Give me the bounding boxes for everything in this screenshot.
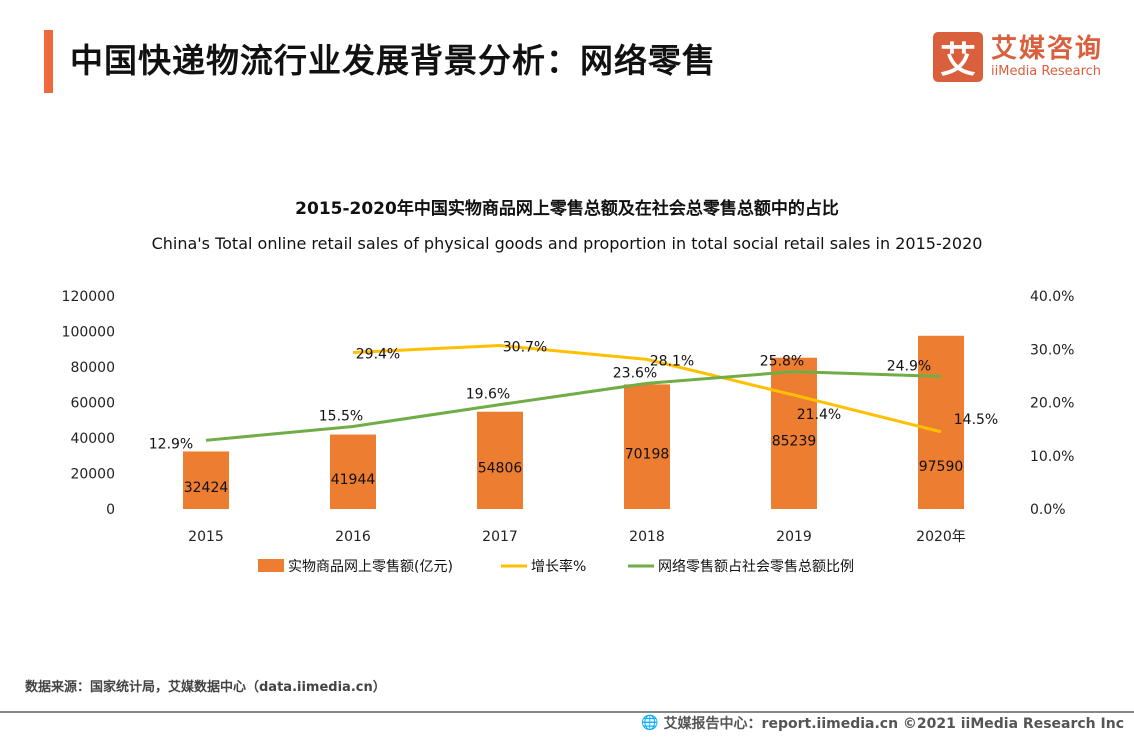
right-axis-tick: 40.0% xyxy=(1030,289,1074,305)
left-axis-tick: 0 xyxy=(106,502,115,518)
bar-data-label: 70198 xyxy=(625,447,670,463)
right-axis-tick: 10.0% xyxy=(1030,449,1074,465)
page-title: 中国快递物流行业发展背景分析：网络零售 xyxy=(70,41,716,80)
share-line xyxy=(205,370,942,442)
footer-divider xyxy=(0,711,1134,713)
copyright: 艾媒报告中心：report.iimedia.cn ©2021 iiMedia R… xyxy=(663,716,1124,732)
bar xyxy=(918,335,964,509)
chart-title: 2015-2020年中国实物商品网上零售总额及在社会总零售总额中的占比 xyxy=(295,198,839,219)
x-axis-tick: 2017 xyxy=(482,529,518,545)
logo-cn: 艾媒咨询 xyxy=(991,34,1104,64)
legend-label: 网络零售额占社会零售总额比例 xyxy=(658,559,854,575)
bar-data-label: 85239 xyxy=(772,433,817,449)
footer: 🌐 艾媒报告中心：report.iimedia.cn ©2021 iiMedia … xyxy=(641,713,1124,733)
line-data-label: 29.4% xyxy=(356,346,400,362)
bar-data-label: 32424 xyxy=(184,480,229,496)
left-axis-tick: 60000 xyxy=(70,396,115,412)
line-data-label: 25.8% xyxy=(760,354,804,370)
bar xyxy=(624,384,670,509)
right-axis-tick: 0.0% xyxy=(1030,502,1066,518)
right-axis-tick: 30.0% xyxy=(1030,342,1074,358)
chart-subtitle: China's Total online retail sales of phy… xyxy=(152,234,983,253)
x-axis-tick: 2016 xyxy=(335,529,371,545)
line-data-label: 28.1% xyxy=(650,353,694,369)
line-data-label: 21.4% xyxy=(797,407,841,423)
legend-swatch xyxy=(258,559,284,572)
logo-mark: 艾 xyxy=(933,32,983,82)
title-accent-bar xyxy=(44,30,53,93)
left-axis-tick: 120000 xyxy=(62,289,115,305)
growth-rate-line xyxy=(352,344,942,434)
x-axis-tick: 2015 xyxy=(188,529,224,545)
line-data-label: 19.6% xyxy=(466,387,510,403)
bar-data-label: 97590 xyxy=(919,459,964,475)
bar xyxy=(477,411,523,509)
globe-icon: 🌐 xyxy=(641,715,659,731)
line-data-label: 14.5% xyxy=(954,412,998,428)
line-data-label: 23.6% xyxy=(613,365,657,381)
bar xyxy=(183,451,229,509)
bar-data-label: 54806 xyxy=(478,460,523,476)
left-axis-tick: 100000 xyxy=(62,325,115,341)
line-data-label: 12.9% xyxy=(149,436,193,452)
right-axis-tick: 20.0% xyxy=(1030,396,1074,412)
line-data-label: 30.7% xyxy=(503,340,547,356)
line-data-label: 24.9% xyxy=(887,358,931,374)
x-axis-tick: 2019 xyxy=(776,529,812,545)
legend-label: 实物商品网上零售额(亿元) xyxy=(288,559,453,575)
left-axis-tick: 40000 xyxy=(70,431,115,447)
logo-en: iiMedia Research xyxy=(991,64,1102,79)
bar xyxy=(771,357,817,509)
x-axis-tick: 2018 xyxy=(629,529,665,545)
line-data-label: 15.5% xyxy=(319,408,363,424)
left-axis-tick: 20000 xyxy=(70,467,115,483)
bar-data-label: 41944 xyxy=(331,472,376,488)
left-axis-tick: 80000 xyxy=(70,360,115,376)
iimedia-logo: 艾 艾媒咨询 iiMedia Research xyxy=(933,32,1103,82)
bar xyxy=(330,434,376,509)
data-source: 数据来源：国家统计局，艾媒数据中心（data.iimedia.cn） xyxy=(25,680,386,695)
x-axis-tick: 2020年 xyxy=(916,529,966,545)
legend-label: 增长率% xyxy=(531,558,586,575)
